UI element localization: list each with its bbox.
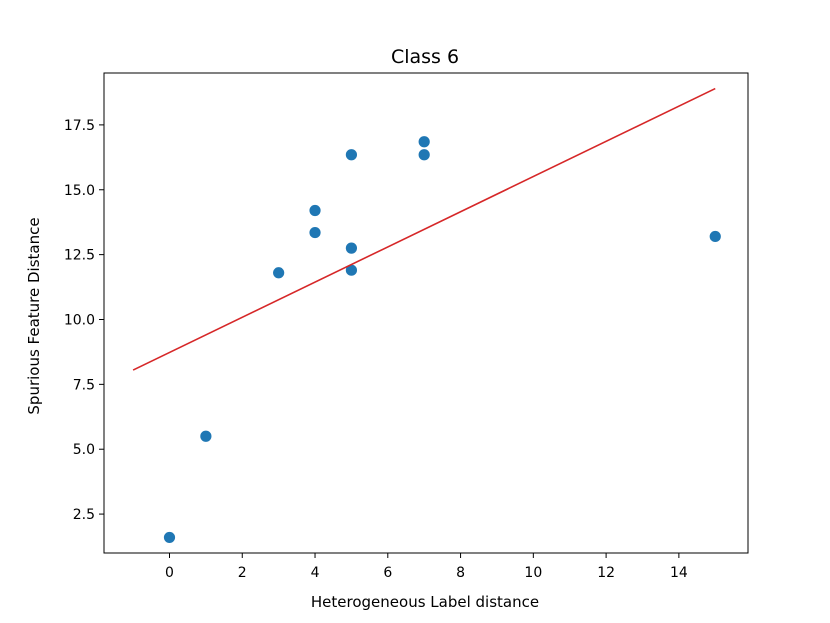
x-tick-label-14: 14	[670, 565, 688, 581]
y-axis-label: Spurious Feature Distance	[25, 217, 43, 414]
y-tick-label-10: 10.0	[64, 312, 95, 328]
x-tick-label-0: 0	[165, 565, 174, 581]
y-tick-label-15: 15.0	[64, 183, 95, 199]
data-point-10	[418, 149, 430, 161]
data-point-5	[309, 226, 321, 239]
data-point-6	[345, 149, 358, 161]
regression-line	[132, 87, 716, 371]
data-point-8	[345, 264, 358, 276]
data-point-3	[273, 267, 285, 279]
x-axis-label: Heterogeneous Label distance	[311, 593, 539, 611]
data-point-9	[418, 136, 430, 148]
chart-title: Class 6	[391, 46, 459, 68]
x-tick-label-10: 10	[524, 565, 542, 581]
data-point-4	[309, 204, 321, 217]
data-point-7	[345, 242, 358, 254]
x-tick-label-4: 4	[311, 565, 320, 581]
x-tick-label-8: 8	[456, 565, 465, 581]
y-tick-label-5: 5.0	[73, 442, 95, 458]
y-tick-label-7.5: 7.5	[73, 377, 95, 393]
data-point-2	[200, 430, 212, 442]
x-tick-label-12: 12	[597, 565, 615, 581]
x-tick-label-6: 6	[383, 565, 392, 581]
data-point-11	[709, 230, 721, 243]
y-tick-label-2.5: 2.5	[73, 507, 95, 523]
y-tick-label-17.5: 17.5	[64, 118, 95, 134]
plot-frame	[103, 72, 749, 554]
x-tick-label-2: 2	[238, 565, 247, 581]
data-point-1	[163, 531, 176, 544]
y-tick-label-12.5: 12.5	[64, 248, 95, 264]
plot-area: 0 2 4 6 8 10 12 14 2.5 5.0 7.5 10.0 12.5 15.0 17.5	[64, 72, 749, 581]
